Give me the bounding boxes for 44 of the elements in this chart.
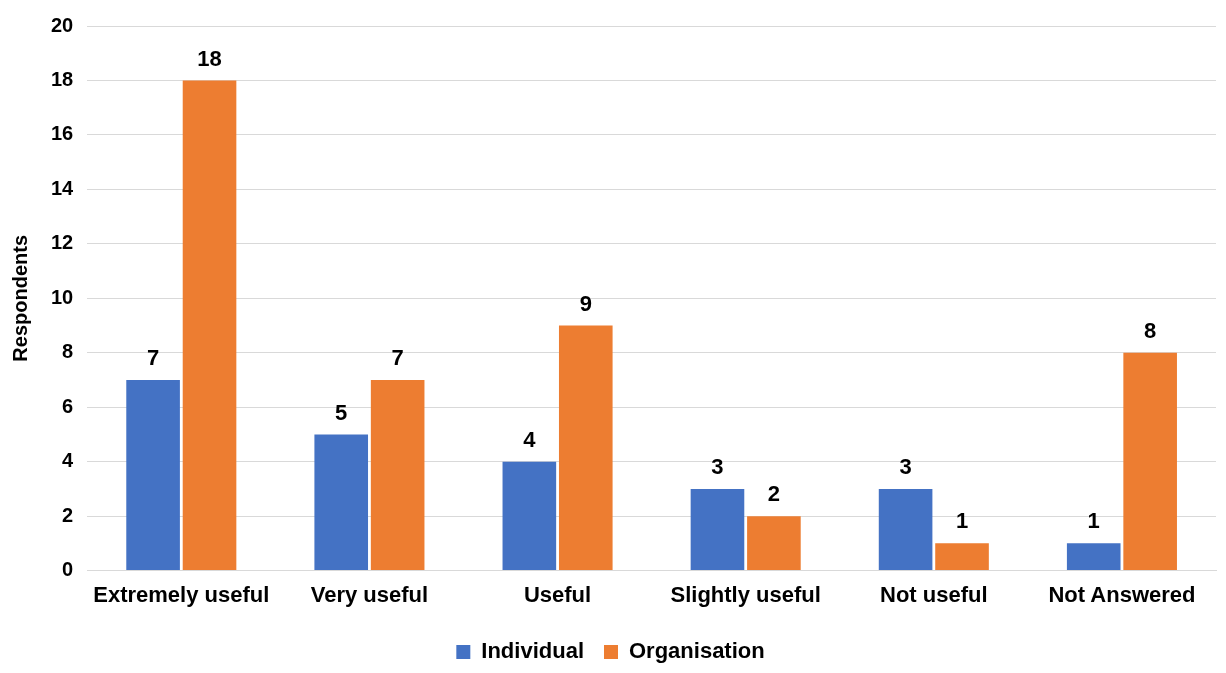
bar (182, 80, 237, 571)
y-tick-label: 18 (51, 67, 74, 90)
bar (747, 516, 801, 571)
data-label: 3 (711, 453, 724, 479)
y-tick-label: 10 (51, 285, 74, 308)
bar (690, 488, 745, 571)
bar (935, 543, 989, 571)
x-tick-label: Slightly useful (670, 581, 821, 607)
data-label: 1 (1087, 508, 1100, 534)
y-tick-label: 8 (62, 340, 74, 363)
bar (558, 325, 613, 571)
bar (126, 379, 180, 571)
y-axis-title: Respondents (8, 234, 31, 362)
y-tick-label: 2 (62, 503, 74, 526)
x-tick-label: Not Answered (1048, 581, 1196, 607)
x-tick-label: Useful (523, 581, 592, 607)
data-label: 4 (523, 426, 537, 452)
legend-label: Individual (481, 638, 585, 664)
y-tick-label: 12 (51, 231, 74, 254)
data-label: 7 (146, 345, 160, 371)
y-tick-label: 6 (62, 394, 74, 417)
data-label: 5 (335, 399, 348, 425)
y-tick-label: 4 (62, 449, 75, 472)
bar (1123, 352, 1177, 571)
data-label: 7 (391, 345, 404, 371)
legend-label: Organisation (628, 638, 765, 664)
data-label: 8 (1144, 317, 1157, 343)
x-tick-label: Not useful (880, 581, 988, 607)
y-tick-label: 20 (51, 13, 74, 36)
data-label: 1 (955, 508, 969, 534)
data-label: 2 (767, 481, 781, 507)
bar (502, 461, 557, 571)
bar (878, 488, 933, 571)
bar (370, 379, 425, 571)
y-tick-label: 14 (51, 176, 75, 199)
x-tick-label: Very useful (310, 581, 429, 607)
bar (1066, 543, 1121, 571)
data-label: 3 (899, 453, 912, 479)
y-tick-label: 16 (51, 122, 74, 145)
bar (314, 434, 369, 571)
y-tick-label: 0 (62, 558, 74, 581)
data-label: 9 (579, 290, 592, 316)
data-label: 18 (197, 45, 222, 71)
x-tick-label: Extremely useful (93, 581, 270, 607)
